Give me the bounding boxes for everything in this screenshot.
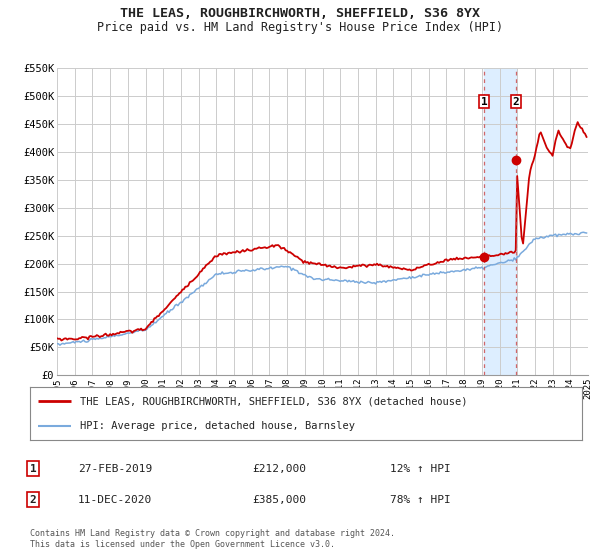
Text: 78% ↑ HPI: 78% ↑ HPI [390, 494, 451, 505]
Text: 11-DEC-2020: 11-DEC-2020 [78, 494, 152, 505]
Text: HPI: Average price, detached house, Barnsley: HPI: Average price, detached house, Barn… [80, 421, 355, 431]
Text: Price paid vs. HM Land Registry's House Price Index (HPI): Price paid vs. HM Land Registry's House … [97, 21, 503, 34]
Text: THE LEAS, ROUGHBIRCHWORTH, SHEFFIELD, S36 8YX (detached house): THE LEAS, ROUGHBIRCHWORTH, SHEFFIELD, S3… [80, 396, 467, 407]
Text: £385,000: £385,000 [252, 494, 306, 505]
Text: Contains HM Land Registry data © Crown copyright and database right 2024.
This d: Contains HM Land Registry data © Crown c… [30, 529, 395, 549]
Text: 1: 1 [481, 97, 488, 107]
Text: 1: 1 [29, 464, 37, 474]
Text: 12% ↑ HPI: 12% ↑ HPI [390, 464, 451, 474]
Text: THE LEAS, ROUGHBIRCHWORTH, SHEFFIELD, S36 8YX: THE LEAS, ROUGHBIRCHWORTH, SHEFFIELD, S3… [120, 7, 480, 20]
Text: 2: 2 [29, 494, 37, 505]
Bar [484, 68, 516, 375]
Text: 27-FEB-2019: 27-FEB-2019 [78, 464, 152, 474]
Text: £212,000: £212,000 [252, 464, 306, 474]
Text: 2: 2 [513, 97, 520, 107]
